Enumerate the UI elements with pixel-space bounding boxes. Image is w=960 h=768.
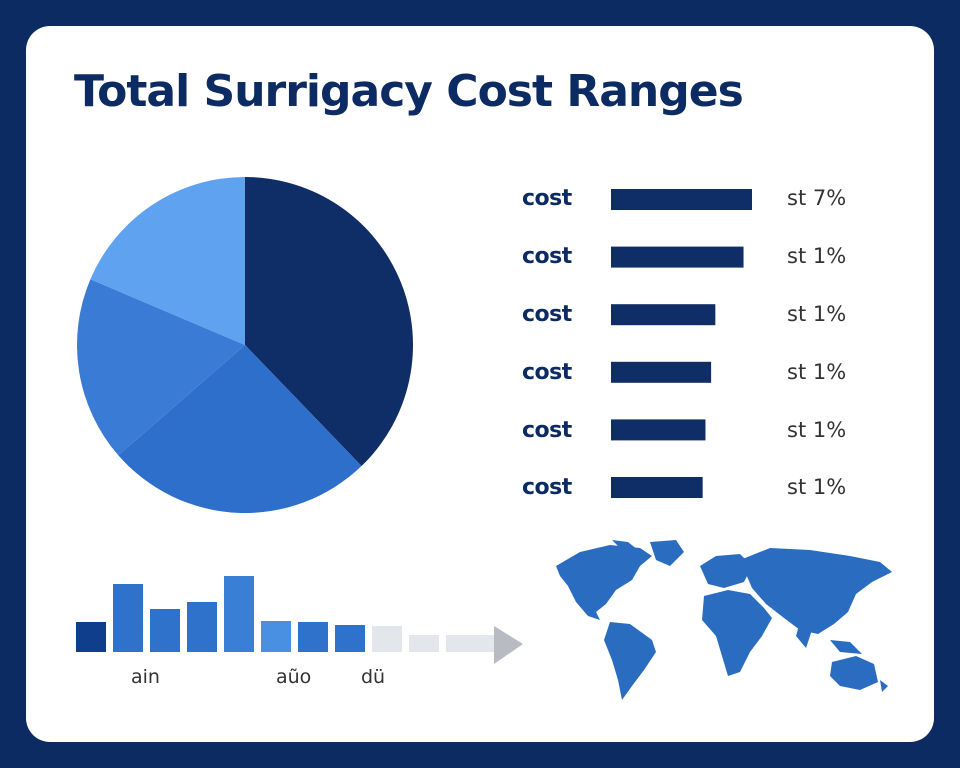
page-title: Total Surrigacy Cost Ranges: [74, 66, 744, 117]
vertical-bar: [76, 622, 106, 652]
vertical-bar-chart: [76, 576, 523, 664]
bar-label: cost: [522, 186, 572, 211]
bar-data-label: st 1%: [787, 302, 847, 326]
pie-slice: [90, 177, 245, 345]
vertical-bar: [224, 576, 254, 652]
bar-label: cost: [522, 302, 572, 327]
vertical-bar: [335, 625, 365, 652]
horizontal-bar: [611, 189, 752, 210]
horizontal-bar: [611, 361, 712, 383]
vertical-bar: [261, 621, 291, 652]
vertical-bar: [298, 622, 328, 652]
horizontal-bar: [611, 246, 744, 268]
pie-slice: [118, 345, 362, 513]
horizontal-bar: [611, 419, 706, 441]
pie-chart: [77, 177, 413, 513]
horizontal-bar: [611, 477, 703, 498]
pie-slice: [245, 177, 413, 467]
vertical-bar: [113, 584, 143, 652]
bar-label: cost: [522, 360, 572, 385]
bar-data-label: st 1%: [787, 418, 847, 442]
x-axis-label: dü: [361, 666, 386, 688]
vertical-bar: [446, 635, 494, 652]
vertical-bar: [150, 609, 180, 652]
vertical-bar: [409, 635, 439, 652]
bar-data-label: st 1%: [787, 360, 847, 384]
vertical-bar: [187, 602, 217, 652]
pie-slice: [77, 279, 246, 456]
bar-label: cost: [522, 418, 572, 443]
arrow-head-icon: [494, 626, 523, 664]
bar-data-label: st 1%: [787, 244, 847, 268]
world-map-icon: [556, 540, 892, 700]
horizontal-bar-chart: [611, 189, 752, 498]
x-axis-label: ain: [131, 666, 160, 688]
bar-label: cost: [522, 244, 572, 269]
bar-data-label: st 7%: [787, 186, 847, 210]
horizontal-bar: [611, 304, 716, 326]
bar-label: cost: [522, 475, 572, 500]
x-axis-label: aũo: [276, 666, 312, 688]
vertical-bar: [372, 626, 402, 652]
bar-data-label: st 1%: [787, 475, 847, 499]
